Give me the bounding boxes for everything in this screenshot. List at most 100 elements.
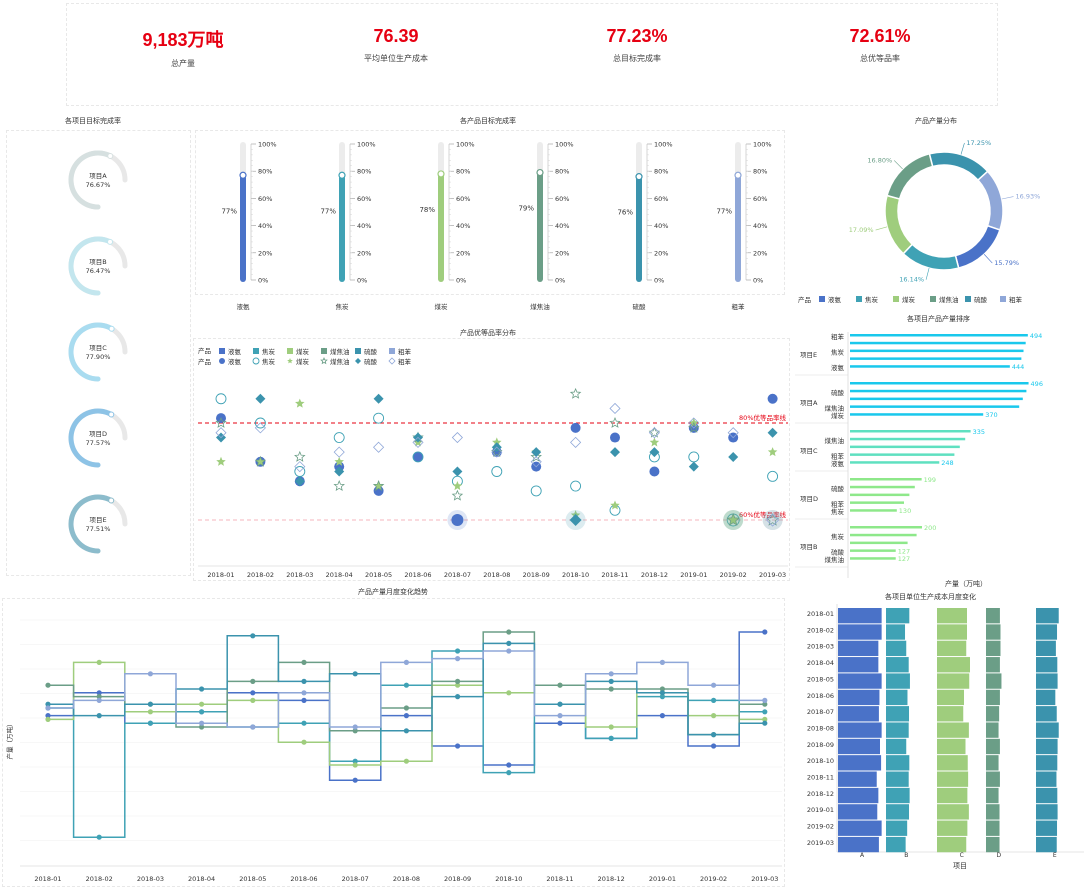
scatter-legend-marker bbox=[219, 358, 225, 364]
kpi-value: 77.23% bbox=[606, 26, 668, 46]
ranking-value: 370 bbox=[985, 411, 997, 419]
scatter-point bbox=[726, 512, 740, 526]
kpi-label: 平均单位生产成本 bbox=[364, 54, 428, 63]
ranking-category: 煤焦油 bbox=[825, 403, 845, 412]
ranking-category: 硫酸 bbox=[831, 547, 845, 556]
thermo-value: 77% bbox=[320, 207, 336, 215]
steps-point bbox=[506, 690, 512, 696]
cost-y-label: 2018-07 bbox=[807, 708, 834, 716]
scatter-point bbox=[766, 513, 780, 527]
donut-legend-swatch bbox=[819, 296, 825, 302]
gauge-arc bbox=[68, 322, 115, 382]
cost-bar bbox=[986, 608, 1000, 624]
scatter-point bbox=[688, 461, 699, 472]
ranking-bar bbox=[850, 341, 1026, 345]
donut-label: 16.14% bbox=[899, 276, 924, 284]
cost-bar bbox=[886, 673, 910, 689]
scatter-legend-label: 煤焦油 bbox=[330, 347, 350, 356]
cost-bar bbox=[986, 755, 999, 771]
ranking-bar bbox=[850, 349, 1024, 353]
scatter-point bbox=[254, 455, 267, 467]
cost-bar bbox=[986, 804, 1000, 820]
cost-xlabel: 项目 bbox=[953, 862, 967, 870]
gauge-value: 77.51% bbox=[86, 525, 111, 533]
thermo-bar bbox=[636, 176, 642, 282]
thermo-category: 硫酸 bbox=[633, 302, 647, 311]
cost-bar bbox=[838, 771, 877, 787]
cost-y-label: 2019-03 bbox=[807, 839, 834, 847]
steps-point bbox=[557, 713, 563, 719]
donut-legend-swatch bbox=[1000, 296, 1006, 302]
donut-label: 17.09% bbox=[849, 226, 874, 234]
thermo-category: 液氨 bbox=[237, 302, 251, 311]
thermo-tick-label: 40% bbox=[753, 222, 767, 230]
cost-bar bbox=[838, 689, 880, 706]
steps-point bbox=[45, 705, 51, 711]
cost-bar bbox=[937, 820, 968, 836]
ranking-value: 494 bbox=[1030, 332, 1042, 340]
steps-point bbox=[96, 690, 102, 696]
steps-title: 产品产量月度变化趋势 bbox=[358, 588, 428, 596]
donut-leader bbox=[983, 254, 993, 264]
thermo-tick-label: 0% bbox=[456, 277, 466, 285]
scatter-x-label: 2018-01 bbox=[207, 571, 234, 579]
thermo-tick-label: 20% bbox=[456, 249, 470, 257]
cost-bar bbox=[886, 804, 910, 820]
scatter-ref-label: 80%优等品率线 bbox=[739, 413, 786, 422]
steps-x-label: 2019-02 bbox=[700, 875, 727, 883]
thermo-tick-label: 80% bbox=[258, 168, 272, 176]
scatter-point bbox=[215, 393, 227, 405]
cost-y-label: 2018-02 bbox=[807, 626, 834, 634]
scatter-point bbox=[412, 451, 424, 463]
ranking-value: 496 bbox=[1031, 380, 1043, 388]
ranking-category: 焦炭 bbox=[831, 348, 845, 357]
steps-point bbox=[711, 743, 717, 749]
thermo-tick-label: 20% bbox=[357, 249, 371, 257]
donut-title: 产品产量分布 bbox=[915, 117, 957, 125]
scatter-legend-marker bbox=[320, 356, 328, 365]
gauge-value: 77.57% bbox=[86, 439, 111, 447]
cost-bar bbox=[1036, 804, 1058, 820]
scatter-point bbox=[728, 451, 739, 462]
cost-bar bbox=[937, 689, 964, 706]
scatter-point bbox=[767, 393, 778, 404]
steps-point bbox=[352, 758, 358, 764]
scatter-highlight bbox=[762, 510, 783, 530]
steps-point bbox=[403, 705, 409, 711]
steps-point bbox=[352, 762, 358, 768]
ranking-category: 液氨 bbox=[831, 363, 845, 372]
thermo-tick-label: 20% bbox=[258, 249, 272, 257]
ranking-bar bbox=[850, 493, 910, 497]
cost-y-label: 2018-01 bbox=[807, 610, 834, 618]
steps-point bbox=[762, 720, 768, 726]
ranking-value: 199 bbox=[924, 476, 936, 484]
scatter-legend-swatch bbox=[253, 348, 259, 354]
scatter-x-label: 2018-02 bbox=[247, 571, 274, 579]
kpi-value: 72.61% bbox=[849, 26, 911, 46]
ranking-bar bbox=[850, 549, 896, 552]
steps-point bbox=[403, 682, 409, 688]
gauge-arc bbox=[68, 150, 113, 210]
scatter-point bbox=[610, 447, 620, 458]
steps-point bbox=[659, 690, 666, 696]
cost-bar bbox=[886, 624, 906, 640]
scatter-legend-swatch bbox=[389, 348, 395, 354]
cost-bar bbox=[937, 738, 966, 755]
ranking-category: 煤焦油 bbox=[825, 555, 845, 564]
scatter-legend-marker bbox=[388, 357, 396, 365]
scatter-point bbox=[451, 431, 463, 444]
donut-slice bbox=[886, 152, 934, 200]
cost-bar bbox=[937, 706, 964, 722]
cost-y-label: 2018-10 bbox=[807, 757, 834, 765]
steps-point bbox=[557, 682, 563, 688]
steps-point bbox=[199, 724, 205, 730]
gauge-knob bbox=[107, 152, 114, 159]
thermo-bar bbox=[438, 173, 444, 282]
cost-bar bbox=[937, 657, 970, 673]
scatter-point bbox=[610, 432, 620, 443]
ranking-bar bbox=[850, 437, 966, 441]
steps-point bbox=[506, 770, 512, 776]
steps-point bbox=[301, 690, 307, 696]
donut-legend-label: 粗苯 bbox=[1009, 295, 1023, 304]
steps-point bbox=[403, 713, 409, 719]
